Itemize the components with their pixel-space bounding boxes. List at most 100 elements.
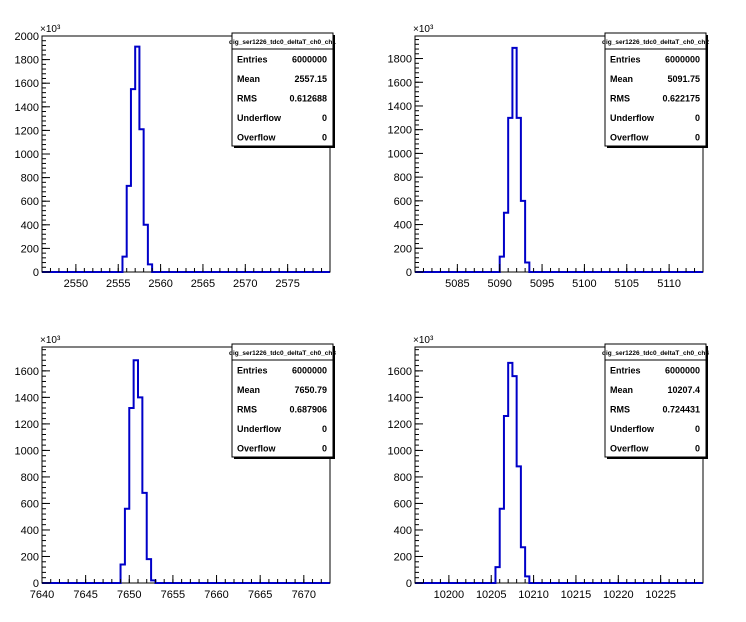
y-tick-label: 400 xyxy=(21,525,39,537)
y-tick-label: 400 xyxy=(21,220,39,232)
y-tick-label: 1000 xyxy=(388,148,412,160)
y-tick-label: 1200 xyxy=(388,419,412,431)
histogram-line xyxy=(415,361,703,584)
stats-label: Overflow xyxy=(237,443,277,453)
histogram-bin xyxy=(495,567,499,583)
x-tick-label: 2575 xyxy=(275,278,299,290)
y-axis-exponent: ×10³ xyxy=(40,335,61,346)
y-tick-label: 2000 xyxy=(15,31,39,43)
y-tick-label: 1400 xyxy=(388,392,412,404)
stats-label: Underflow xyxy=(610,424,655,434)
stats-value: 0.687906 xyxy=(289,405,327,415)
x-tick-label: 2570 xyxy=(233,278,257,290)
stats-value: 6000000 xyxy=(665,55,700,65)
y-tick-label: 400 xyxy=(394,525,412,537)
histogram-line xyxy=(415,46,703,273)
x-tick-label: 7640 xyxy=(30,589,54,601)
stats-label: Entries xyxy=(610,366,641,376)
stats-value: 6000000 xyxy=(292,55,327,65)
histogram-bin xyxy=(125,509,129,583)
stats-value: 0 xyxy=(695,443,700,453)
histogram-bin xyxy=(129,408,133,583)
y-tick-label: 200 xyxy=(394,551,412,563)
stats-value: 6000000 xyxy=(665,366,700,376)
y-tick-label: 1800 xyxy=(15,55,39,67)
y-tick-label: 800 xyxy=(21,472,39,484)
stats-label: RMS xyxy=(610,94,630,104)
histogram-bin xyxy=(121,564,125,583)
x-tick-label: 7650 xyxy=(117,589,141,601)
stats-box-frame xyxy=(231,32,334,147)
histogram-bin xyxy=(525,576,529,583)
histogram-bin xyxy=(504,416,508,583)
histogram-line xyxy=(42,45,330,273)
histogram-bin xyxy=(525,263,529,272)
stats-value: 0 xyxy=(322,424,327,434)
x-tick-label: 2555 xyxy=(106,278,130,290)
x-tick-label: 2565 xyxy=(191,278,215,290)
y-tick-label: 1400 xyxy=(15,102,39,114)
x-tick-label: 5090 xyxy=(487,278,511,290)
x-tick-label: 10220 xyxy=(603,589,634,601)
stats-label: Entries xyxy=(610,55,641,65)
y-tick-label: 1200 xyxy=(388,125,412,137)
x-tick-label: 5100 xyxy=(572,278,596,290)
x-tick-label: 10205 xyxy=(476,589,507,601)
histogram-bin xyxy=(500,257,504,272)
stats-value: 0.724431 xyxy=(662,405,700,415)
stats-box-frame xyxy=(231,343,334,458)
y-axis-exponent: ×10³ xyxy=(40,24,61,35)
stats-value: 0 xyxy=(322,443,327,453)
stats-box-title: dig_ser1226_tdc0_deltaT_ch0_ch4 xyxy=(602,350,709,357)
histogram-bin xyxy=(512,48,516,272)
histogram-bin xyxy=(512,376,516,583)
stats-value: 5091.75 xyxy=(667,74,700,84)
x-tick-label: 7660 xyxy=(204,589,228,601)
y-axis-exponent: ×10³ xyxy=(413,335,434,346)
y-tick-label: 1000 xyxy=(388,445,412,457)
y-tick-label: 800 xyxy=(394,172,412,184)
stats-label: Underflow xyxy=(237,113,282,123)
x-tick-label: 10225 xyxy=(645,589,676,601)
stats-label: Entries xyxy=(237,55,268,65)
histogram-panel-2: 0 200 400 600 800 1000 1200 1400 1600 1800 5085 509… xyxy=(388,24,710,290)
stats-box-frame xyxy=(604,343,707,458)
histogram-bin xyxy=(131,89,135,272)
histogram-bin xyxy=(521,201,525,272)
y-tick-label: 600 xyxy=(394,196,412,208)
stats-label: Mean xyxy=(237,385,260,395)
y-tick-label: 1600 xyxy=(15,78,39,90)
histogram-bin xyxy=(144,225,148,272)
x-tick-label: 2560 xyxy=(148,278,172,290)
y-tick-label: 1400 xyxy=(15,392,39,404)
histogram-bin xyxy=(521,547,525,583)
stats-label: Underflow xyxy=(237,424,282,434)
x-tick-label: 2550 xyxy=(64,278,88,290)
y-tick-label: 0 xyxy=(406,267,412,279)
histogram-bin xyxy=(508,363,512,583)
stats-label: RMS xyxy=(237,94,257,104)
y-tick-label: 0 xyxy=(33,578,39,590)
histogram-bin xyxy=(139,129,143,272)
stats-label: Mean xyxy=(237,74,260,84)
y-tick-label: 1600 xyxy=(15,366,39,378)
histogram-bin xyxy=(127,186,131,272)
histogram-panel-3: 0 200 400 600 800 1000 1200 1400 1600 7640 7645 765… xyxy=(15,335,337,601)
stats-box-frame xyxy=(604,32,707,147)
histogram-bin xyxy=(122,257,126,272)
stats-box: dig_ser1226_tdc0_deltaT_ch0_ch3 Entries 60… xyxy=(229,343,336,459)
histogram-panel-1: 0 200 400 600 800 1000 1200 1400 1600 1800 2000 255… xyxy=(15,24,337,290)
x-tick-label: 5110 xyxy=(657,278,681,290)
y-tick-label: 400 xyxy=(394,220,412,232)
y-tick-label: 1400 xyxy=(388,101,412,113)
y-tick-label: 1600 xyxy=(388,366,412,378)
histogram-bin xyxy=(142,493,146,583)
histogram-line xyxy=(42,359,330,584)
histogram-bin xyxy=(148,264,152,272)
histogram-panel-4: 0 200 400 600 800 1000 1200 1400 1600 10200 10205 1… xyxy=(388,335,710,601)
histogram-bin xyxy=(504,213,508,272)
y-tick-label: 200 xyxy=(21,551,39,563)
stats-value: 10207.4 xyxy=(667,385,700,395)
y-tick-label: 200 xyxy=(21,243,39,255)
